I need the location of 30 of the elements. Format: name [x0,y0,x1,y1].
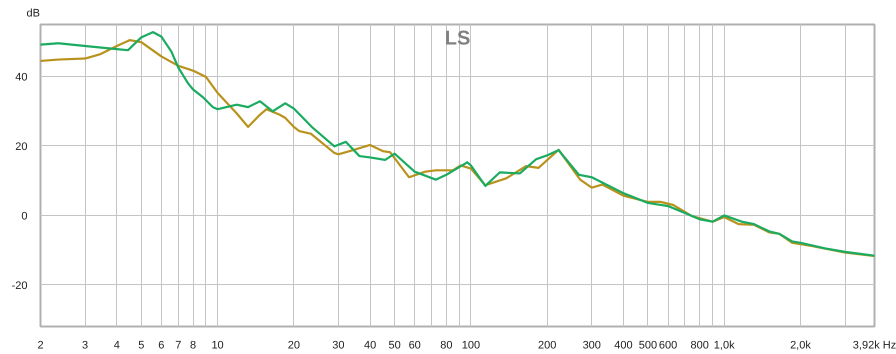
x-tick-label: 40 [364,340,376,352]
x-tick-label: 600 [658,340,678,352]
x-tick-label: 3,92k Hz [852,340,896,352]
x-tick-label: 800 [690,340,709,352]
x-tick-label: 8 [190,340,196,352]
x-tick-label: 300 [582,340,601,352]
x-tick-label: 2 [37,340,44,352]
x-tick-label: 200 [538,340,556,352]
x-tick-label: 400 [614,340,633,352]
chart-title: LS [444,28,470,50]
y-tick-label: -20 [12,280,28,292]
x-tick-label: 1,0k [714,340,736,352]
x-tick-label: 10 [211,340,224,352]
x-tick-label: 100 [462,340,480,352]
y-tick-label: 40 [15,72,28,84]
y-axis-title: dB [26,8,40,20]
x-tick-label: 6 [158,340,164,352]
x-tick-label: 2,0k [790,340,812,352]
x-tick-label: 4 [114,340,120,352]
x-tick-label: 3 [82,340,88,352]
x-tick-label: 500 [638,340,658,352]
y-tick-label: 0 [21,210,28,222]
x-tick-label: 30 [332,340,345,352]
x-tick-label: 50 [388,340,401,352]
x-tick-label: 80 [440,340,452,352]
y-tick-label: 20 [15,140,28,153]
x-tick-label: 7 [175,340,182,352]
x-tick-label: 5 [138,340,144,352]
x-tick-label: 20 [288,340,300,352]
x-tick-label: 60 [408,340,421,352]
